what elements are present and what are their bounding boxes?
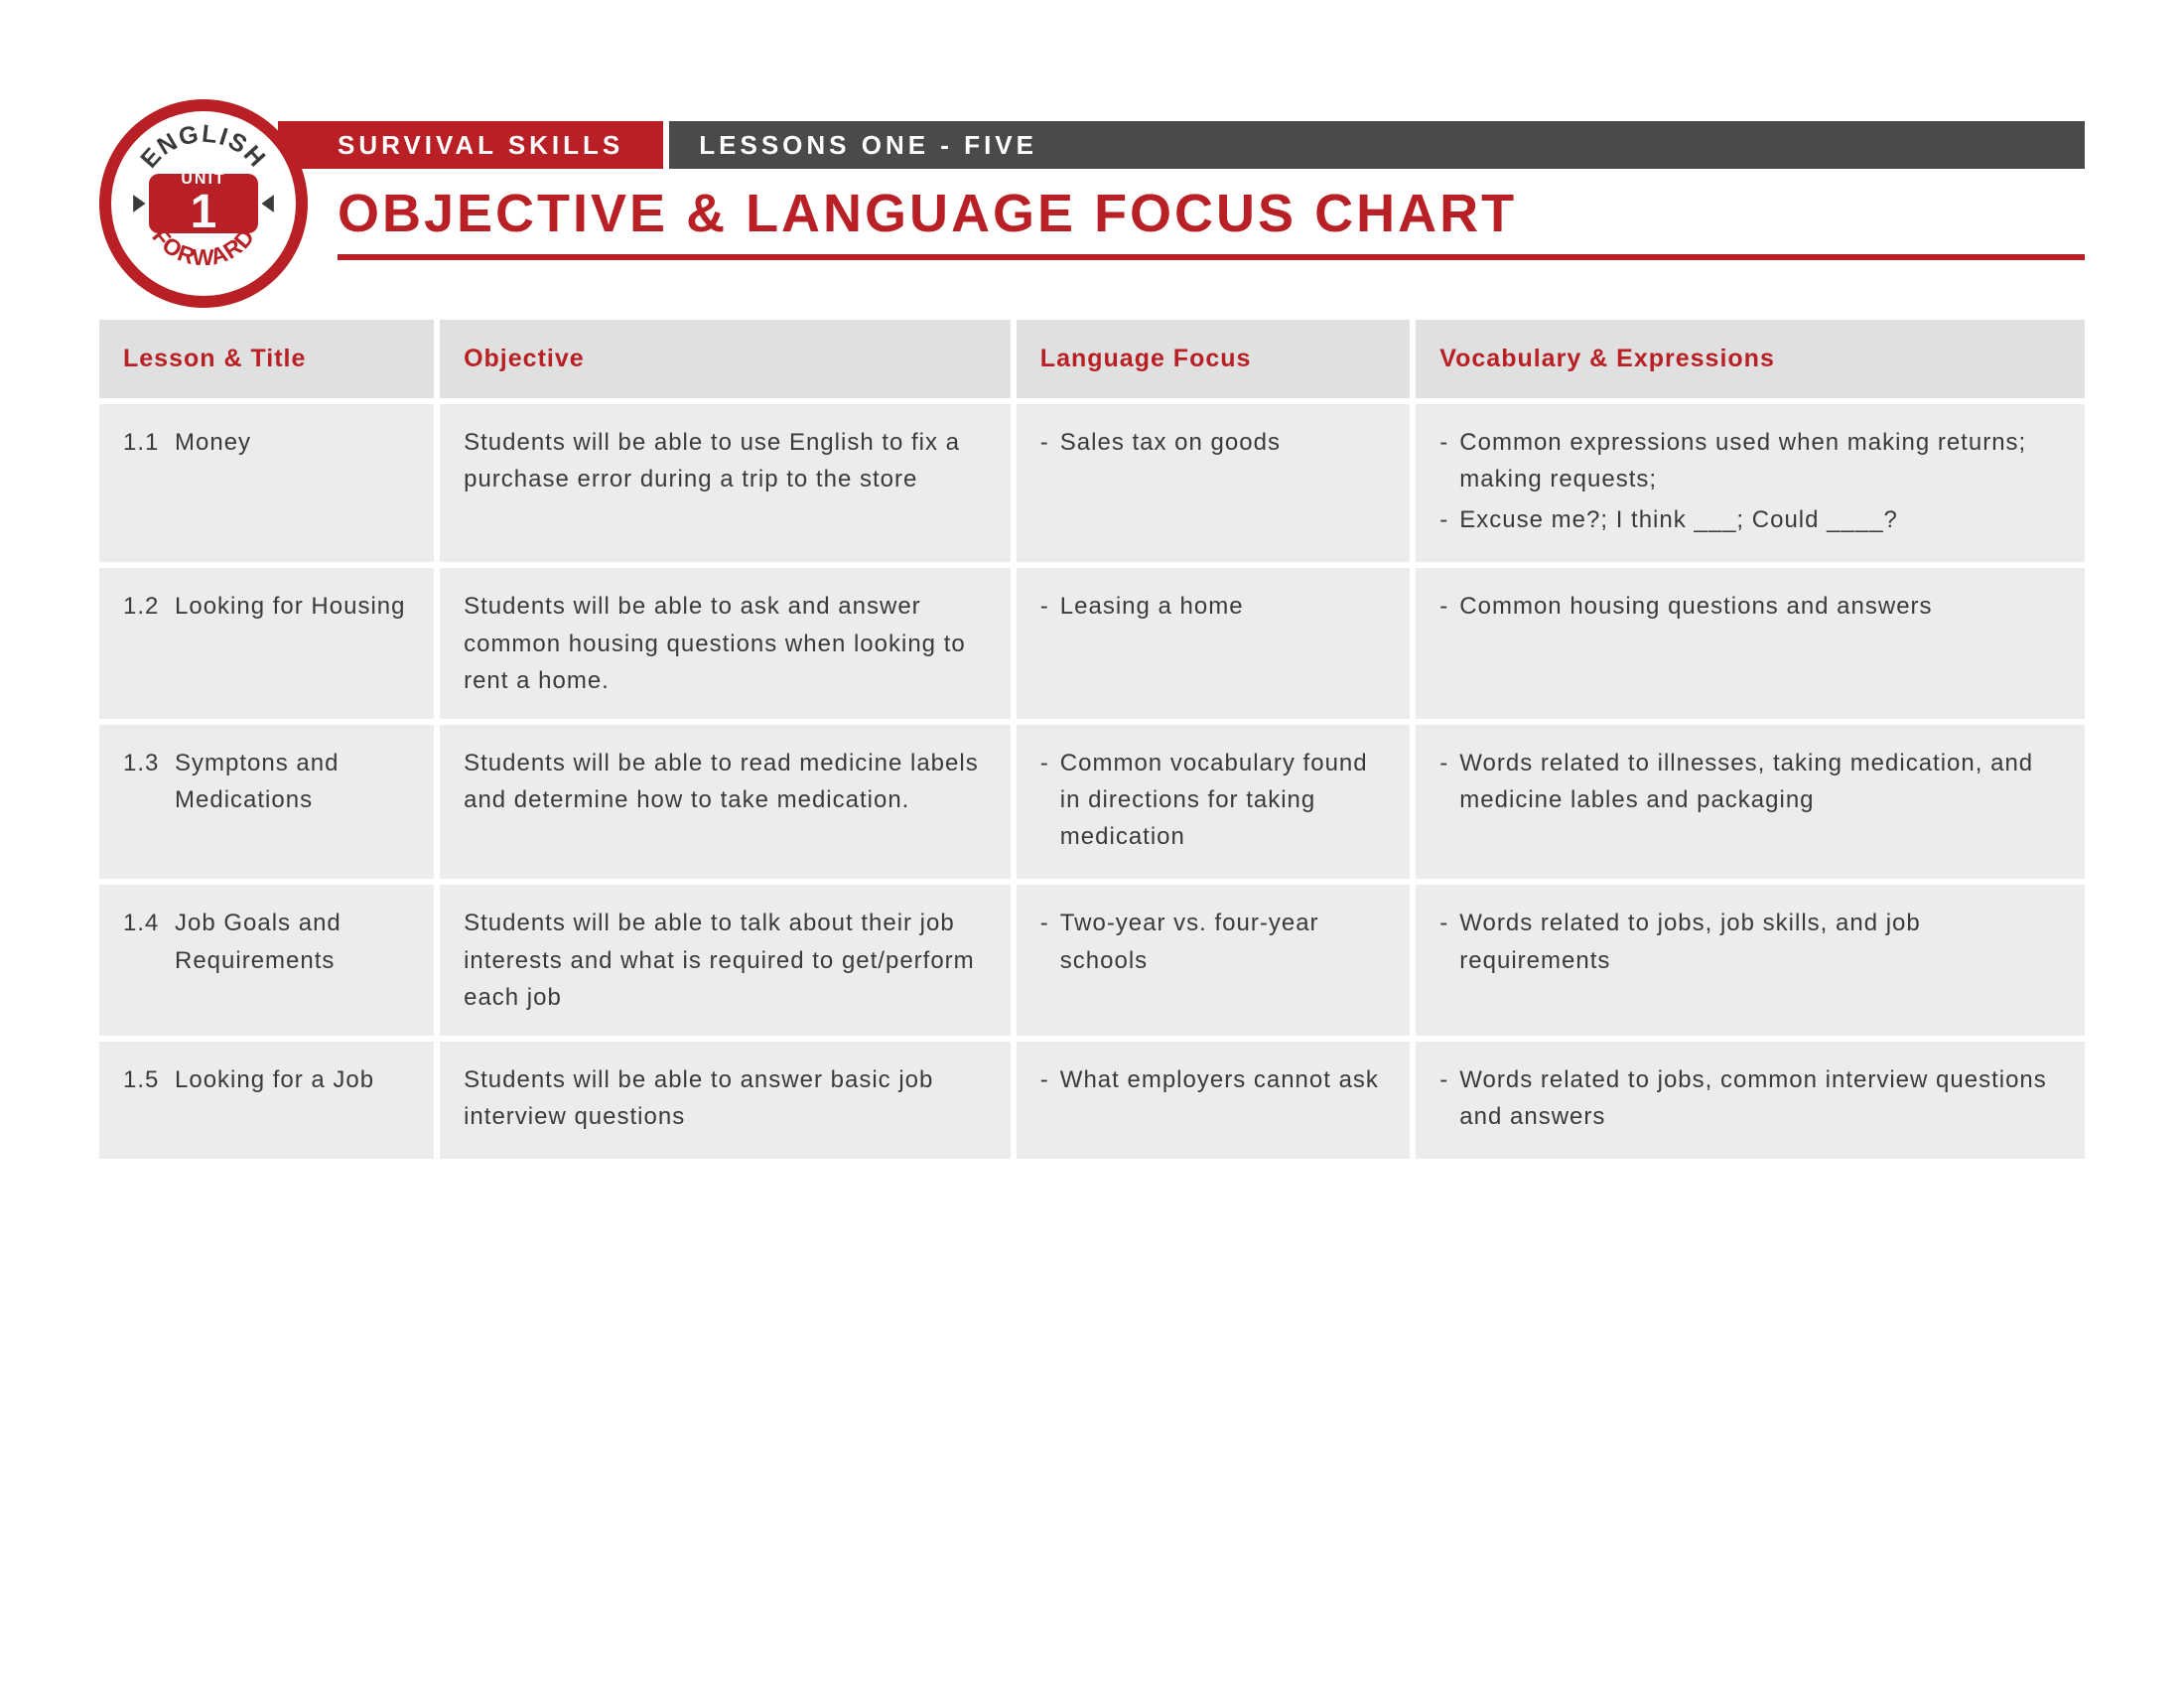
language-focus-cell: -Two-year vs. four-year schools [1017, 885, 1411, 1036]
lesson-title-cell: 1.3 Symptons and Medications [99, 725, 434, 880]
col-header-lesson: Lesson & Title [99, 320, 434, 398]
vocab-cell: -Common expressions used when making ret… [1416, 404, 2085, 563]
lesson-title-cell: 1.2 Looking for Housing [99, 568, 434, 719]
objective-cell: Students will be able to talk about thei… [440, 885, 1011, 1036]
language-focus-cell: -Sales tax on goods [1017, 404, 1411, 563]
table-row: 1.1 Money Students will be able to use Eng… [99, 404, 2085, 563]
vocab-item: Excuse me?; I think ___; Could ____? [1459, 501, 1898, 538]
focus-item: Two-year vs. four-year schools [1060, 905, 1387, 978]
focus-item: What employers cannot ask [1060, 1061, 1379, 1098]
focus-item: Leasing a home [1060, 588, 1244, 625]
table-row: 1.4 Job Goals and Requirements Students wi… [99, 885, 2085, 1036]
table-row: 1.5 Looking for a Job Students will be abl… [99, 1042, 2085, 1159]
header-section: ENGLISH FORWARD UNIT 1 SURVIVAL SKILLS L… [99, 99, 2085, 260]
vocab-cell: -Words related to jobs, job skills, and … [1416, 885, 2085, 1036]
vocab-item: Words related to illnesses, taking medic… [1459, 745, 2061, 818]
badge-top-text: ENGLISH [136, 121, 271, 174]
language-focus-cell: -Common vocabulary found in directions f… [1017, 725, 1411, 880]
col-header-objective: Objective [440, 320, 1011, 398]
objective-cell: Students will be able to answer basic jo… [440, 1042, 1011, 1159]
vocab-item: Common expressions used when making retu… [1459, 424, 2061, 497]
col-header-focus: Language Focus [1017, 320, 1411, 398]
lesson-title: Looking for a Job [175, 1061, 374, 1098]
title-bars: SURVIVAL SKILLS LESSONS ONE - FIVE OBJEC… [278, 99, 2085, 260]
objective-cell: Students will be able to ask and answer … [440, 568, 1011, 719]
lesson-title-cell: 1.4 Job Goals and Requirements [99, 885, 434, 1036]
vocab-cell: -Common housing questions and answers [1416, 568, 2085, 719]
objective-cell: Students will be able to read medicine l… [440, 725, 1011, 880]
lesson-number: 1.5 [123, 1061, 161, 1098]
badge-center: UNIT 1 [149, 174, 258, 233]
lesson-number: 1.1 [123, 424, 161, 461]
lesson-title-cell: 1.5 Looking for a Job [99, 1042, 434, 1159]
focus-item: Sales tax on goods [1060, 424, 1281, 461]
focus-chart-table: Lesson & Title Objective Language Focus … [99, 320, 2085, 1159]
vocab-cell: -Words related to illnesses, taking medi… [1416, 725, 2085, 880]
objective-cell: Students will be able to use English to … [440, 404, 1011, 563]
vocab-item: Common housing questions and answers [1459, 588, 1932, 625]
table-row: 1.3 Symptons and Medications Students will… [99, 725, 2085, 880]
badge-unit-number: 1 [191, 189, 217, 236]
lesson-title: Money [175, 424, 251, 461]
table-row: 1.2 Looking for Housing Students will be a… [99, 568, 2085, 719]
focus-item: Common vocabulary found in directions fo… [1060, 745, 1387, 856]
svg-text:ENGLISH: ENGLISH [136, 121, 271, 174]
lesson-title: Job Goals and Requirements [175, 905, 410, 978]
lesson-title: Looking for Housing [175, 588, 405, 625]
vocab-item: Words related to jobs, common interview … [1459, 1061, 2061, 1135]
lessons-bar: LESSONS ONE - FIVE [669, 121, 2085, 169]
lesson-title: Symptons and Medications [175, 745, 410, 818]
language-focus-cell: -Leasing a home [1017, 568, 1411, 719]
bar-row: SURVIVAL SKILLS LESSONS ONE - FIVE [278, 121, 2085, 169]
red-underline [338, 254, 2085, 260]
vocab-item: Words related to jobs, job skills, and j… [1459, 905, 2061, 978]
vocab-cell: -Words related to jobs, common interview… [1416, 1042, 2085, 1159]
unit-badge: ENGLISH FORWARD UNIT 1 [99, 99, 308, 308]
lesson-title-cell: 1.1 Money [99, 404, 434, 563]
main-title: OBJECTIVE & LANGUAGE FOCUS CHART [278, 183, 2085, 244]
lesson-number: 1.3 [123, 745, 161, 818]
lesson-number: 1.4 [123, 905, 161, 978]
language-focus-cell: -What employers cannot ask [1017, 1042, 1411, 1159]
survival-skills-bar: SURVIVAL SKILLS [278, 121, 663, 169]
lesson-number: 1.2 [123, 588, 161, 625]
badge-ring: ENGLISH FORWARD UNIT 1 [99, 99, 308, 308]
table-header-row: Lesson & Title Objective Language Focus … [99, 320, 2085, 398]
col-header-vocab: Vocabulary & Expressions [1416, 320, 2085, 398]
